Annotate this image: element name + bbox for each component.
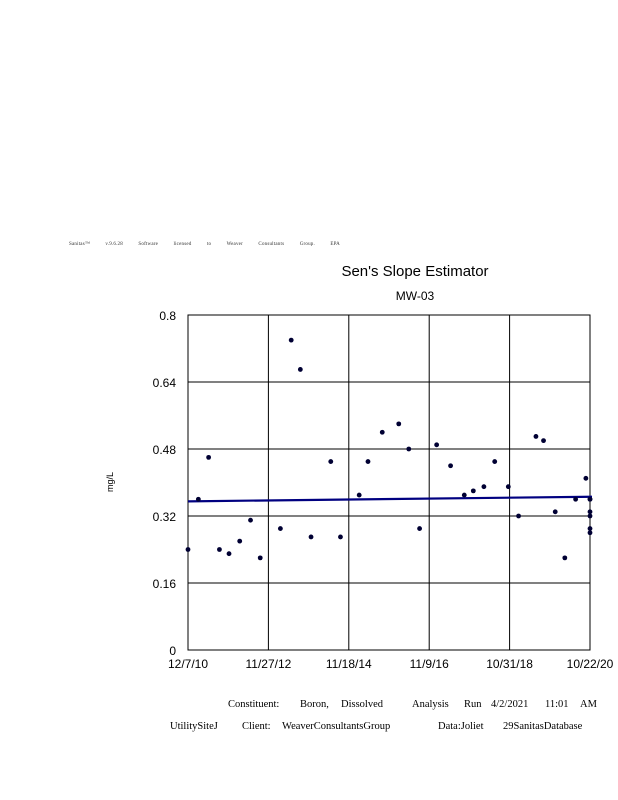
y-tick-label: 0.64: [153, 376, 177, 390]
footer-line-1: Constituent: Boron, Dissolved Analysis R…: [0, 699, 618, 713]
data-point: [481, 484, 487, 490]
data-point: [573, 496, 579, 502]
data-point: [533, 434, 539, 439]
data-point: [417, 526, 422, 531]
credit-word: Weaver: [226, 242, 243, 247]
x-tick-label: 11/27/12: [245, 657, 291, 671]
data-label: Data:Joliet: [438, 721, 484, 732]
credit-word: Consultants: [258, 242, 285, 247]
data-point: [356, 492, 362, 498]
site-name: UtilitySiteJ: [170, 721, 218, 732]
data-points: [185, 337, 593, 561]
credit-word: v.9.6.28: [105, 242, 123, 247]
data-point: [277, 526, 283, 531]
y-tick-label: 0.16: [153, 577, 177, 591]
data-point: [552, 509, 558, 515]
y-tick-label: 0.48: [153, 443, 177, 457]
data-point: [396, 421, 402, 427]
data-point: [288, 337, 294, 343]
software-credit-line: Sanitas™ v.9.6.28 Software licensed to W…: [69, 242, 340, 247]
data-point: [587, 530, 593, 536]
credit-word: Sanitas™: [69, 242, 90, 247]
credit-word: EPA: [330, 242, 340, 247]
constituent-value: Dissolved: [341, 699, 383, 710]
data-point: [587, 509, 593, 515]
data-point: [257, 555, 263, 561]
credit-word: to: [206, 242, 212, 247]
run-label: Run: [464, 699, 482, 710]
constituent-value: Boron,: [300, 699, 329, 710]
data-point: [587, 496, 593, 502]
data-point: [406, 446, 412, 452]
trend-line-group: [187, 495, 593, 503]
data-point: [516, 513, 521, 519]
credit-word: Software: [138, 242, 159, 247]
database-name: 29SanitasDatabase: [503, 721, 583, 732]
y-tick-label: 0.32: [153, 510, 177, 524]
data-point: [379, 429, 385, 435]
data-point: [434, 442, 440, 448]
run-ampm: AM: [580, 699, 597, 710]
data-point: [248, 517, 253, 523]
client-label: Client:: [242, 721, 271, 732]
data-point: [541, 438, 546, 444]
chart-title: Sen's Slope Estimator: [341, 263, 489, 280]
x-tick-label: 10/22/20: [567, 657, 614, 671]
chart-subtitle: MW-03: [395, 289, 435, 303]
data-point: [505, 484, 511, 490]
data-point: [297, 367, 303, 372]
constituent-label: Constituent:: [228, 699, 280, 710]
sens-slope-trend-line: [187, 495, 593, 503]
data-point: [365, 459, 371, 464]
data-point: [308, 534, 314, 540]
y-tick-label: 0: [169, 644, 176, 658]
client-value: WeaverConsultantsGroup: [282, 721, 391, 732]
plot-frame: [187, 314, 591, 651]
data-point: [470, 488, 476, 494]
data-point: [185, 547, 191, 552]
data-point: [492, 459, 498, 464]
x-tick-label: 10/31/18: [486, 657, 533, 671]
data-point: [338, 534, 343, 540]
credit-word: licensed: [173, 242, 192, 247]
footer-line-2: UtilitySiteJ Client: WeaverConsultantsGr…: [0, 721, 618, 735]
data-point: [237, 538, 243, 544]
data-point: [587, 526, 593, 531]
axis-labels: 0 0.16 0.32 0.48 0.64 0.8 12/7/10 11/27/12 11/18…: [105, 309, 614, 671]
x-tick-label: 11/18/14: [326, 657, 372, 671]
data-point: [461, 492, 467, 498]
data-point: [562, 555, 568, 561]
data-point: [206, 454, 212, 460]
data-point: [448, 463, 453, 469]
data-point: [195, 496, 201, 502]
data-point: [583, 475, 589, 481]
x-tick-label: 11/9/16: [410, 657, 449, 671]
data-point: [217, 547, 222, 552]
y-axis-label: mg/L: [105, 472, 115, 492]
run-time: 11:01: [545, 699, 569, 710]
data-point: [226, 551, 232, 557]
grid-lines: [187, 314, 591, 651]
run-date: 4/2/2021: [491, 699, 529, 710]
analysis-label: Analysis: [412, 699, 449, 710]
x-tick-label: 12/7/10: [168, 657, 208, 671]
y-tick-label: 0.8: [159, 309, 176, 323]
credit-word: Group.: [299, 242, 315, 247]
data-point: [328, 459, 334, 464]
data-point: [587, 513, 593, 519]
